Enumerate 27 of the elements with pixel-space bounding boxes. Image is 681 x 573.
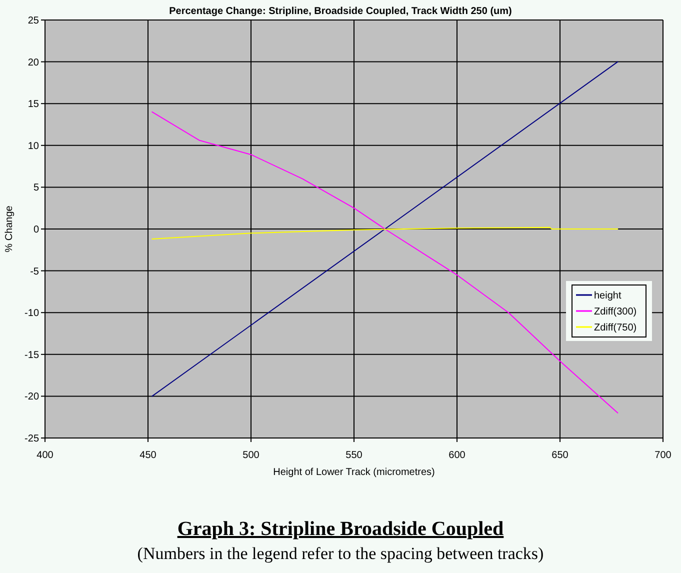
x-tick-label: 650 xyxy=(552,450,569,461)
y-tick-label: 15 xyxy=(28,99,40,110)
x-tick-label: 700 xyxy=(654,450,672,461)
y-tick-label: -25 xyxy=(24,434,40,444)
y-tick-label: -15 xyxy=(24,350,40,361)
x-axis-title: Height of Lower Track (micrometres) xyxy=(273,467,435,478)
y-tick-label: 0 xyxy=(33,224,40,236)
x-tick-label: 500 xyxy=(242,450,260,461)
y-tick-label: 5 xyxy=(33,182,40,194)
y-tick-label: 25 xyxy=(28,16,40,26)
y-tick-label: -10 xyxy=(24,308,40,320)
x-tick-label: 450 xyxy=(140,450,157,461)
legend-label: height xyxy=(594,290,622,302)
y-axis-title: % Change xyxy=(4,205,15,252)
x-tick-label: 550 xyxy=(346,450,363,461)
line-series xyxy=(152,226,618,240)
chart-title: Percentage Change: Stripline, Broadside Coupled, Track Width 250 (um) xyxy=(169,6,512,17)
y-tick-label: 20 xyxy=(28,57,40,68)
y-tick-label: -5 xyxy=(30,266,40,278)
y-tick-label: -20 xyxy=(24,392,40,403)
caption: Graph 3: Stripline Broadside Coupled xyxy=(177,518,504,540)
text: (Numbers in the legend refer to the spacing between tracks) xyxy=(137,544,544,563)
x-tick-label: 400 xyxy=(36,450,54,461)
x-tick-label: 600 xyxy=(448,450,466,461)
y-tick-label: 10 xyxy=(28,140,40,152)
legend-label: Zdiff(300) xyxy=(594,306,637,318)
legend-label: Zdiff(750) xyxy=(594,322,637,334)
